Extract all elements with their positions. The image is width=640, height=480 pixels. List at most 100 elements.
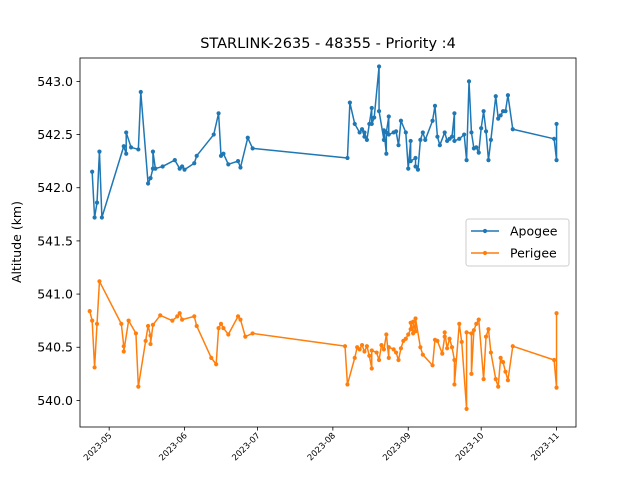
apogee-point (124, 151, 129, 156)
apogee-point (94, 200, 100, 205)
perigee-point (476, 317, 481, 322)
perigee-point (452, 382, 457, 387)
apogee-point (352, 121, 357, 127)
apogee-point (362, 134, 367, 139)
apogee-point (347, 100, 352, 105)
perigee-point (452, 357, 457, 363)
perigee-point (488, 350, 493, 355)
apogee-point (364, 137, 369, 142)
perigee-point (209, 355, 214, 360)
y-tick-label: 541.0 (37, 287, 73, 302)
apogee-point (238, 165, 243, 170)
apogee-point (479, 126, 484, 131)
apogee-point (466, 79, 472, 84)
perigee-point (430, 363, 435, 368)
apogee-point (464, 157, 469, 163)
perigee-point (170, 318, 175, 323)
perigee-point (393, 350, 399, 355)
perigee-point (148, 341, 153, 347)
perigee-point (121, 344, 126, 349)
apogee-point (369, 105, 374, 111)
perigee-point (420, 352, 425, 357)
y-tick-label: 540.0 (37, 393, 73, 408)
apogee-point (437, 143, 442, 148)
apogee-point (396, 143, 401, 148)
x-tick-label: 2023-11 (529, 431, 561, 463)
apogee-point (369, 121, 374, 127)
perigee-point (226, 332, 231, 337)
apogee-point (496, 116, 501, 121)
apogee-point (160, 164, 165, 169)
perigee-point (503, 369, 508, 374)
y-axis-label: Altitude (km) (9, 201, 24, 283)
apogee-point (121, 144, 126, 149)
perigee-point (493, 377, 498, 382)
perigee-point (384, 332, 389, 337)
apogee-point (462, 132, 467, 137)
perigee-point (374, 350, 379, 355)
legend-perigee-marker (482, 250, 488, 256)
apogee-point (386, 132, 391, 137)
apogee-point (376, 109, 382, 114)
perigee-point (158, 313, 163, 318)
perigee-point (469, 331, 474, 336)
apogee-point (403, 130, 408, 135)
apogee-point (442, 130, 447, 135)
apogee-point (498, 113, 503, 118)
perigee-point (483, 334, 489, 339)
perigee-point (386, 355, 391, 360)
perigee-point (90, 318, 95, 323)
apogee-point (474, 145, 479, 150)
perigee-point (192, 314, 197, 319)
perigee-point (391, 347, 396, 352)
perigee-point (457, 321, 462, 326)
apogee-point (483, 129, 489, 134)
chart-title: STARLINK-2635 - 48355 - Priority :4 (200, 36, 456, 52)
apogee-point (486, 157, 491, 163)
apogee-point (124, 130, 129, 135)
perigee-point (238, 317, 243, 322)
apogee-point (216, 111, 221, 116)
y-tick-label: 541.5 (37, 233, 73, 248)
apogee-point (420, 130, 425, 135)
x-tick-label: 2023-09 (381, 431, 413, 463)
apogee-point (172, 157, 177, 163)
apogee-point (398, 118, 404, 123)
perigee-point (345, 382, 350, 387)
apogee-point (510, 127, 515, 132)
perigee-point (498, 355, 503, 360)
perigee-point (369, 366, 374, 371)
apogee-point (192, 161, 197, 166)
apogee-point (250, 146, 255, 151)
apogee-point (449, 134, 455, 139)
legend-apogee-marker (482, 228, 488, 234)
perigee-point (411, 319, 416, 324)
apogee-point (476, 150, 481, 155)
perigee-point (449, 345, 455, 350)
apogee-point (481, 109, 486, 114)
apogee-point (415, 167, 421, 172)
perigee-point (406, 332, 411, 337)
perigee-point (143, 338, 148, 343)
apogee-point (469, 130, 474, 135)
apogee-point (92, 215, 97, 220)
perigee-point (386, 345, 391, 350)
apogee-point (99, 215, 104, 220)
perigee-point (403, 336, 408, 341)
x-tick-label: 2023-06 (157, 431, 189, 463)
perigee-point (500, 360, 506, 365)
apogee-point (393, 129, 399, 134)
perigee-point (194, 323, 199, 329)
perigee-point (413, 329, 418, 334)
apogee-point (413, 155, 418, 161)
perigee-point (121, 349, 126, 354)
perigee-point (92, 365, 97, 370)
perigee-point (119, 321, 124, 326)
perigee-point (367, 353, 372, 358)
apogee-point (381, 137, 387, 142)
perigee-point (243, 334, 248, 339)
perigee-point (180, 317, 185, 322)
apogee-point (376, 64, 382, 69)
perigee-point (362, 349, 367, 354)
